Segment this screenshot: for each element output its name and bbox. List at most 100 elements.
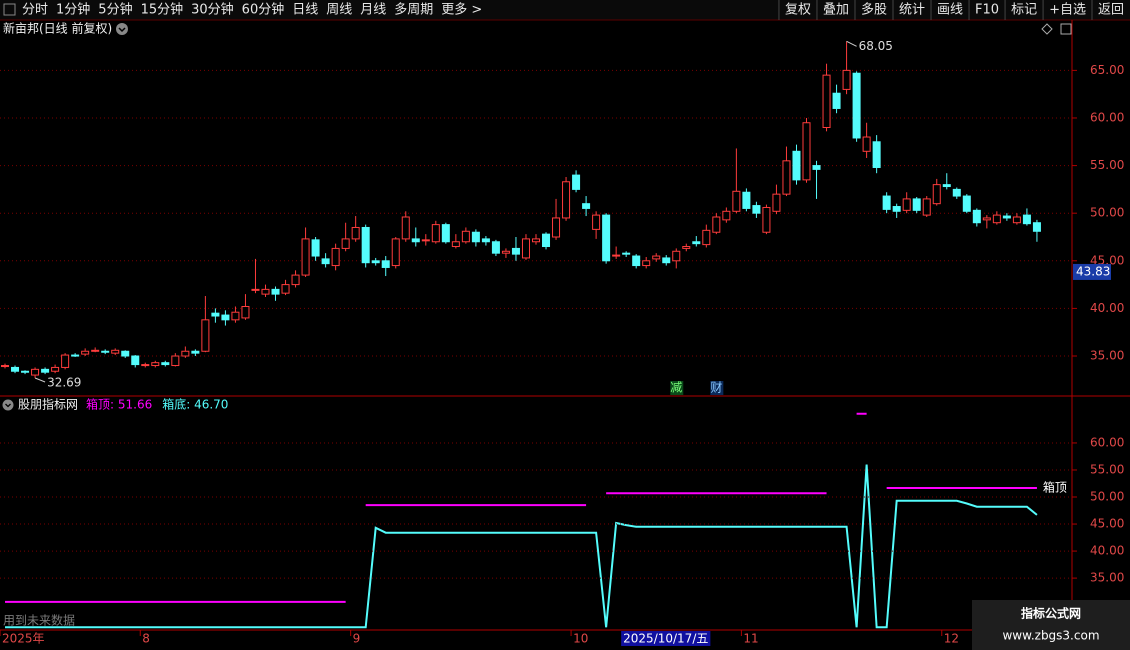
square-icon[interactable] (1060, 23, 1072, 35)
candle-body (952, 188, 961, 197)
candle-body (91, 349, 100, 352)
diamond-icon[interactable] (1041, 23, 1053, 35)
y-tick-label: 60.00 (1090, 435, 1124, 449)
candle-body (131, 355, 140, 366)
y-tick-label: 35.00 (1090, 349, 1124, 363)
y-tick-label: 60.00 (1090, 110, 1124, 124)
toolbar-item[interactable]: 日线 (292, 3, 318, 18)
candle-body (1002, 215, 1011, 219)
watermark-title: 指标公式网 (1021, 606, 1081, 621)
candle-body (752, 205, 761, 214)
toolbar-button[interactable]: +自选 (1049, 3, 1086, 18)
y-tick-label: 45.00 (1090, 253, 1124, 267)
candle-body (722, 210, 731, 221)
toolbar-item[interactable]: 多周期 (394, 2, 433, 18)
toolbar-item[interactable]: 更多 > (441, 2, 482, 18)
candle-body (211, 312, 220, 317)
candle-body (662, 257, 671, 264)
candle-body (1, 365, 10, 368)
candle-body (191, 350, 200, 354)
y-tick-label: 50.00 (1090, 490, 1124, 504)
candle-body (441, 224, 450, 243)
toolbar-button[interactable]: 叠加 (823, 3, 849, 18)
note: 用到未来数据 (3, 613, 75, 628)
toolbar-item[interactable]: 1分钟 (56, 2, 90, 18)
candle-body (301, 238, 310, 276)
x-tick-label: 2025年 (2, 632, 45, 646)
toolbar-button[interactable]: 复权 (785, 2, 811, 18)
candle-body (161, 362, 170, 366)
candle-body (912, 198, 921, 211)
event-label[interactable]: 财 (710, 381, 722, 395)
cursor-value: 43.83 (1076, 264, 1110, 278)
candle-body (41, 368, 50, 373)
cursor-date: 2025/10/17/五 (623, 632, 708, 646)
menu-icon[interactable] (3, 3, 16, 16)
y-tick-label: 40.00 (1090, 301, 1124, 315)
candle-body (421, 239, 430, 242)
y-tick-label: 55.00 (1090, 462, 1124, 476)
candle-body (81, 350, 90, 355)
candle-body (822, 74, 831, 128)
indicator-menu[interactable] (2, 399, 14, 411)
toolbar-item[interactable]: 分时 (22, 3, 48, 18)
toolbar-button[interactable]: 统计 (899, 3, 925, 18)
candle-body (692, 241, 701, 245)
x-tick-label: 11 (743, 632, 758, 646)
toolbar-item[interactable]: 30分钟 (191, 2, 234, 18)
toolbar-item[interactable]: 月线 (360, 3, 386, 18)
candle-body (141, 364, 150, 367)
x-tick-label: 9 (353, 632, 361, 646)
candle-body (862, 136, 871, 152)
candle-body (61, 354, 70, 368)
max-label: 68.05 (859, 39, 893, 53)
candle-body (1032, 222, 1041, 232)
candle-body (902, 198, 911, 211)
title-menu[interactable] (116, 23, 128, 35)
candle-body (882, 195, 891, 210)
y-tick-label: 55.00 (1090, 158, 1124, 172)
candle-body (562, 181, 571, 219)
toolbar-item[interactable]: 60分钟 (242, 2, 285, 18)
candle-body (481, 238, 490, 243)
candle-body (231, 311, 240, 321)
x-tick-label: 10 (573, 632, 588, 646)
candle-body (151, 362, 160, 367)
candle-body (872, 141, 881, 168)
candle-body (892, 206, 901, 212)
y-tick-label: 65.00 (1090, 63, 1124, 77)
candle-body (521, 238, 530, 259)
candle-body (101, 350, 110, 353)
candle-body (742, 191, 751, 209)
candle-body (331, 247, 340, 267)
stock-title: 新亩邦(日线 前复权) (3, 21, 112, 36)
toolbar-item[interactable]: 周线 (326, 3, 352, 18)
candle-body (632, 255, 641, 267)
candle-body (531, 238, 541, 243)
candle-body (71, 354, 80, 357)
candle-body (642, 260, 651, 267)
toolbar-item[interactable]: 15分钟 (141, 2, 184, 18)
min-label: 32.69 (47, 376, 81, 390)
candle-body (542, 233, 551, 248)
toolbar-button[interactable]: 多股 (861, 2, 887, 18)
candle-body (381, 260, 390, 268)
candle-body (251, 288, 260, 291)
cursor-value-box (1073, 263, 1111, 280)
toolbar-button[interactable]: 返回 (1098, 3, 1124, 18)
toolbar-button[interactable]: 画线 (937, 3, 963, 18)
event-label[interactable]: 减 (670, 381, 682, 395)
toolbar-button[interactable]: F10 (975, 3, 999, 18)
candle-body (271, 288, 280, 295)
toolbar-button[interactable]: 标记 (1011, 3, 1037, 18)
legend-entry: 箱顶: 51.66 (86, 397, 152, 412)
candle-body (311, 239, 320, 257)
candle-body (992, 214, 1001, 224)
candle-body (922, 198, 931, 216)
toolbar-item[interactable]: 5分钟 (98, 2, 132, 18)
indicator-line (5, 464, 1038, 629)
candle-body (351, 226, 360, 240)
candle-body (261, 288, 270, 295)
